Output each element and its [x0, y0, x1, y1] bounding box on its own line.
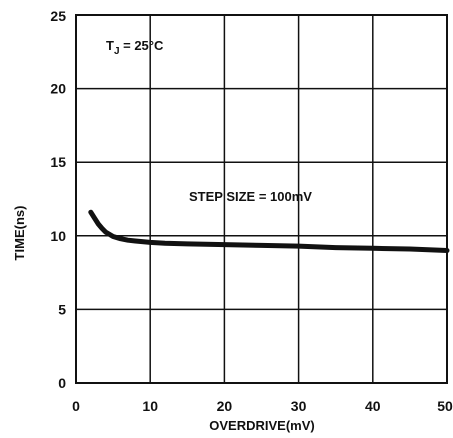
x-tick-labels: 0 10 20 30 40 50	[72, 398, 453, 414]
y-tick-label: 0	[58, 375, 66, 391]
step-size-annotation: STEP SIZE = 100mV	[189, 189, 312, 204]
y-axis-label: TIME(ns)	[12, 206, 27, 261]
series-line	[88, 209, 450, 253]
x-tick-label: 30	[291, 398, 307, 414]
grid	[76, 15, 447, 383]
tj-annotation: TJ = 25°C	[106, 38, 164, 57]
y-tick-labels: 0 5 10 15 20 25	[50, 8, 66, 391]
y-tick-label: 10	[50, 228, 66, 244]
x-tick-label: 0	[72, 398, 80, 414]
x-tick-label: 40	[365, 398, 381, 414]
y-tick-label: 20	[50, 81, 66, 97]
x-tick-label: 50	[437, 398, 453, 414]
y-tick-label: 15	[50, 154, 66, 170]
y-tick-label: 5	[58, 301, 66, 317]
x-axis-label: OVERDRIVE(mV)	[209, 418, 314, 433]
x-tick-label: 20	[217, 398, 233, 414]
x-tick-label: 10	[142, 398, 158, 414]
plot-frame	[75, 14, 448, 384]
y-tick-label: 25	[50, 8, 66, 24]
